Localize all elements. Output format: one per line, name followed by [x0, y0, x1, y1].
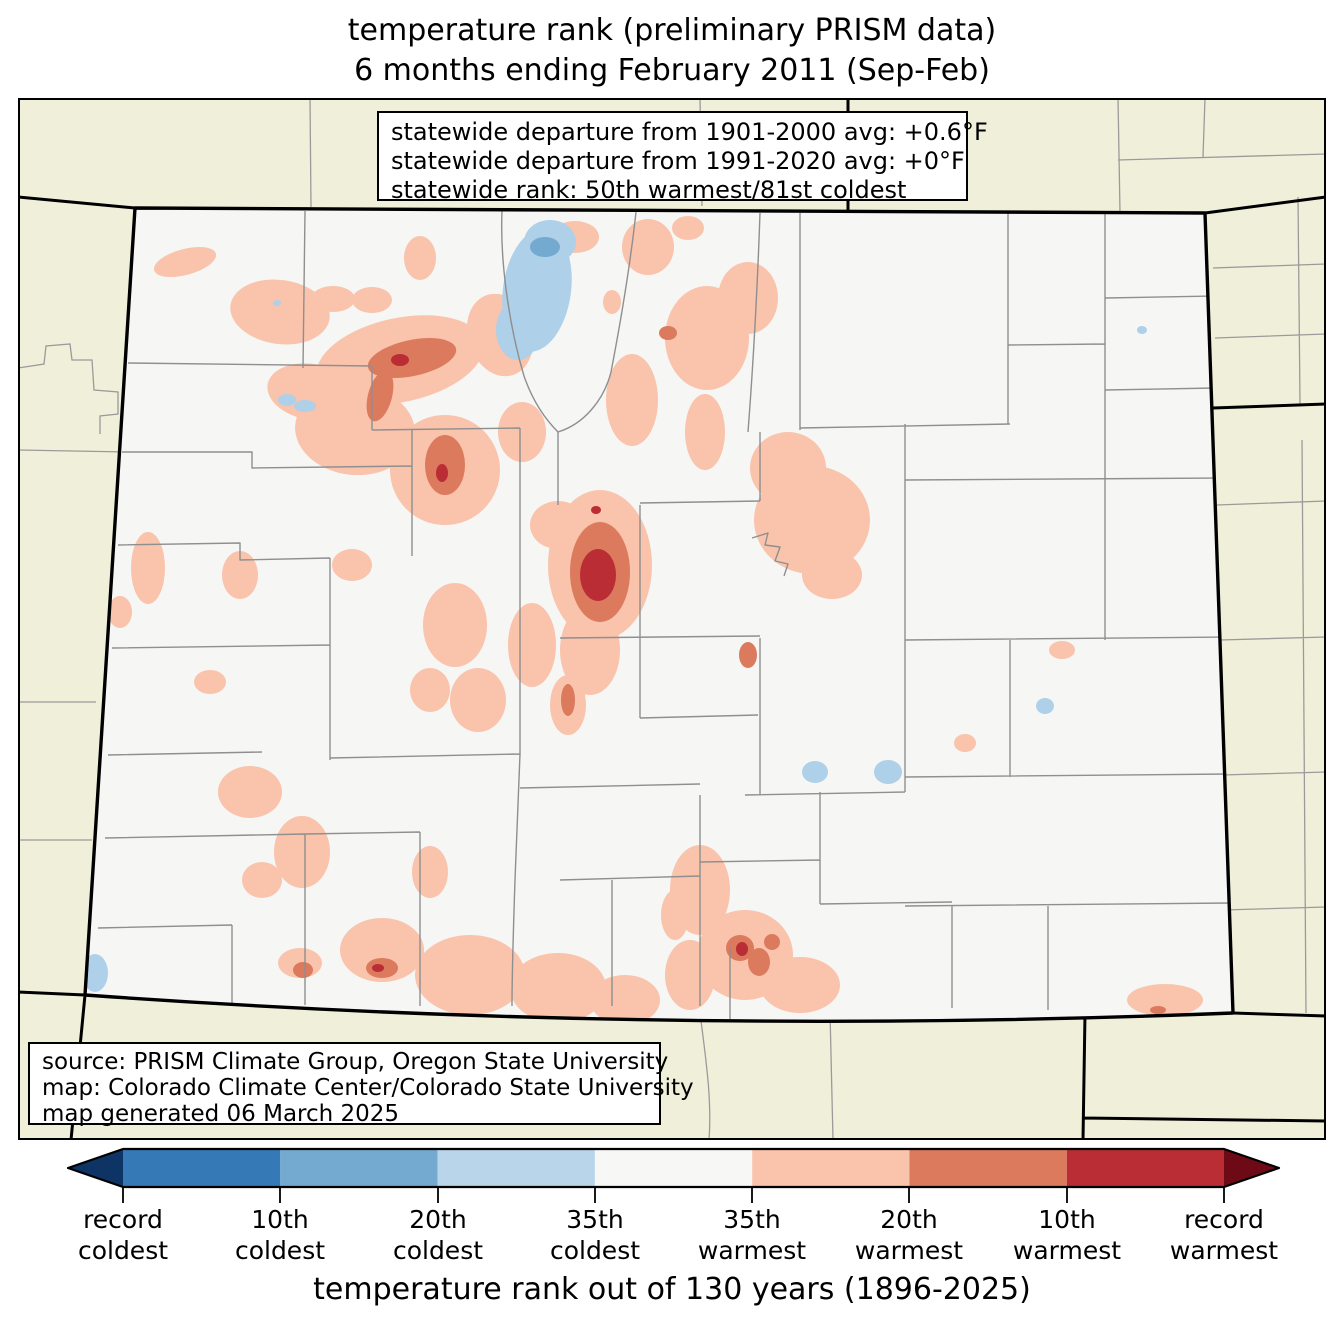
stats-line-2: statewide departure from 1991-2020 avg: … [391, 147, 965, 175]
source-line-1: source: PRISM Climate Group, Oregon Stat… [42, 1049, 669, 1075]
neighbor-county-lines [18, 98, 1326, 1140]
colorbar-arrow-record-coldest [68, 1149, 123, 1187]
page-title: temperature rank (preliminary PRISM data… [347, 13, 997, 48]
colorbar-bin-6 [909, 1149, 1067, 1187]
colorbar-bin-4 [594, 1149, 753, 1187]
colorbar-tick-label-35th-warmest: 35th warmest [697, 1205, 807, 1265]
colorbar-tick-label-20th-warmest: 20th warmest [854, 1205, 964, 1265]
source-attribution-box: source: PRISM Climate Group, Oregon Stat… [28, 1042, 694, 1127]
colorbar-caption: temperature rank out of 130 years (1896-… [313, 1272, 1031, 1307]
colorbar-bin-3 [437, 1149, 595, 1187]
colorbar-tick-label-10th-coldest: 10th coldest [234, 1205, 326, 1265]
colorbar-bin-1 [123, 1149, 281, 1187]
colorbar-tick-label-record-coldest: record coldest [77, 1205, 169, 1265]
colorbar-tick-label-20th-coldest: 20th coldest [392, 1205, 484, 1265]
colorbar-tick-label-35th-coldest: 35th coldest [549, 1205, 641, 1265]
colorbar-bin-5 [752, 1149, 910, 1187]
stats-line-1: statewide departure from 1901-2000 avg: … [391, 118, 988, 146]
county-boundaries [97, 210, 1232, 1019]
colorbar-bin-2 [280, 1149, 438, 1187]
colorbar-tick-label-record-warmest: record warmest [1169, 1205, 1279, 1265]
stats-line-3: statewide rank: 50th warmest/81st coldes… [391, 176, 907, 204]
colorbar-bin-7 [1066, 1149, 1224, 1187]
source-line-2: map: Colorado Climate Center/Colorado St… [42, 1075, 694, 1101]
colorbar-tick-label-10th-warmest: 10th warmest [1012, 1205, 1122, 1265]
colorado-state-boundary [83, 206, 1235, 1023]
warm-anomaly-blobs-strong [372, 354, 748, 972]
cool-anomaly-blobs-medium [530, 237, 560, 257]
statewide-stats-box: statewide departure from 1901-2000 avg: … [377, 111, 988, 204]
colorbar-ticks [122, 1187, 1225, 1203]
source-line-3: map generated 06 March 2025 [42, 1101, 400, 1127]
map-frame [18, 98, 1326, 1140]
page-subtitle: 6 months ending February 2011 (Sep-Feb) [354, 53, 990, 88]
colorbar-arrow-record-warmest [1224, 1149, 1279, 1187]
